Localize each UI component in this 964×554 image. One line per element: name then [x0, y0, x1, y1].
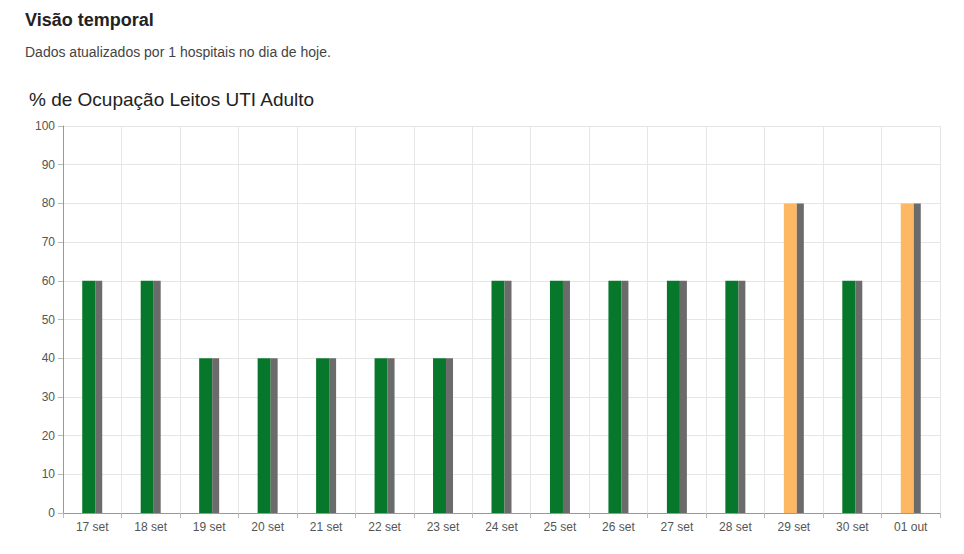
html-text:Visão temporal: Visão temporal	[25, 10, 154, 30]
svg-text:30 set: 30 set	[836, 520, 869, 534]
svg-text:10: 10	[42, 467, 56, 481]
svg-text:27 set: 27 set	[661, 520, 694, 534]
svg-text:% de Ocupação Leitos UTI Adult: % de Ocupação Leitos UTI Adulto	[29, 89, 314, 110]
svg-text:26 set: 26 set	[602, 520, 635, 534]
svg-text:19 set: 19 set	[193, 520, 226, 534]
html-text:Dados atualizados por 1 hospit: Dados atualizados por 1 hospitais no dia…	[25, 44, 331, 60]
svg-text:23 set: 23 set	[427, 520, 460, 534]
svg-text:90: 90	[42, 158, 56, 172]
svg-text:20 set: 20 set	[251, 520, 284, 534]
svg-text:80: 80	[42, 196, 56, 210]
svg-text:40: 40	[42, 351, 56, 365]
svg-text:29 set: 29 set	[777, 520, 810, 534]
svg-text:50: 50	[42, 313, 56, 327]
svg-text:0: 0	[48, 506, 55, 520]
svg-text:21 set: 21 set	[310, 520, 343, 534]
svg-text:24 set: 24 set	[485, 520, 518, 534]
svg-text:22 set: 22 set	[368, 520, 401, 534]
svg-text:20: 20	[42, 429, 56, 443]
svg-text:60: 60	[42, 274, 56, 288]
svg-text:18 set: 18 set	[134, 520, 167, 534]
svg-text:17 set: 17 set	[76, 520, 109, 534]
svg-text:70: 70	[42, 235, 56, 249]
svg-text:100: 100	[35, 119, 55, 133]
svg-text:25 set: 25 set	[544, 520, 577, 534]
svg-text:28 set: 28 set	[719, 520, 752, 534]
svg-text:30: 30	[42, 390, 56, 404]
svg-text:01 out: 01 out	[894, 520, 928, 534]
